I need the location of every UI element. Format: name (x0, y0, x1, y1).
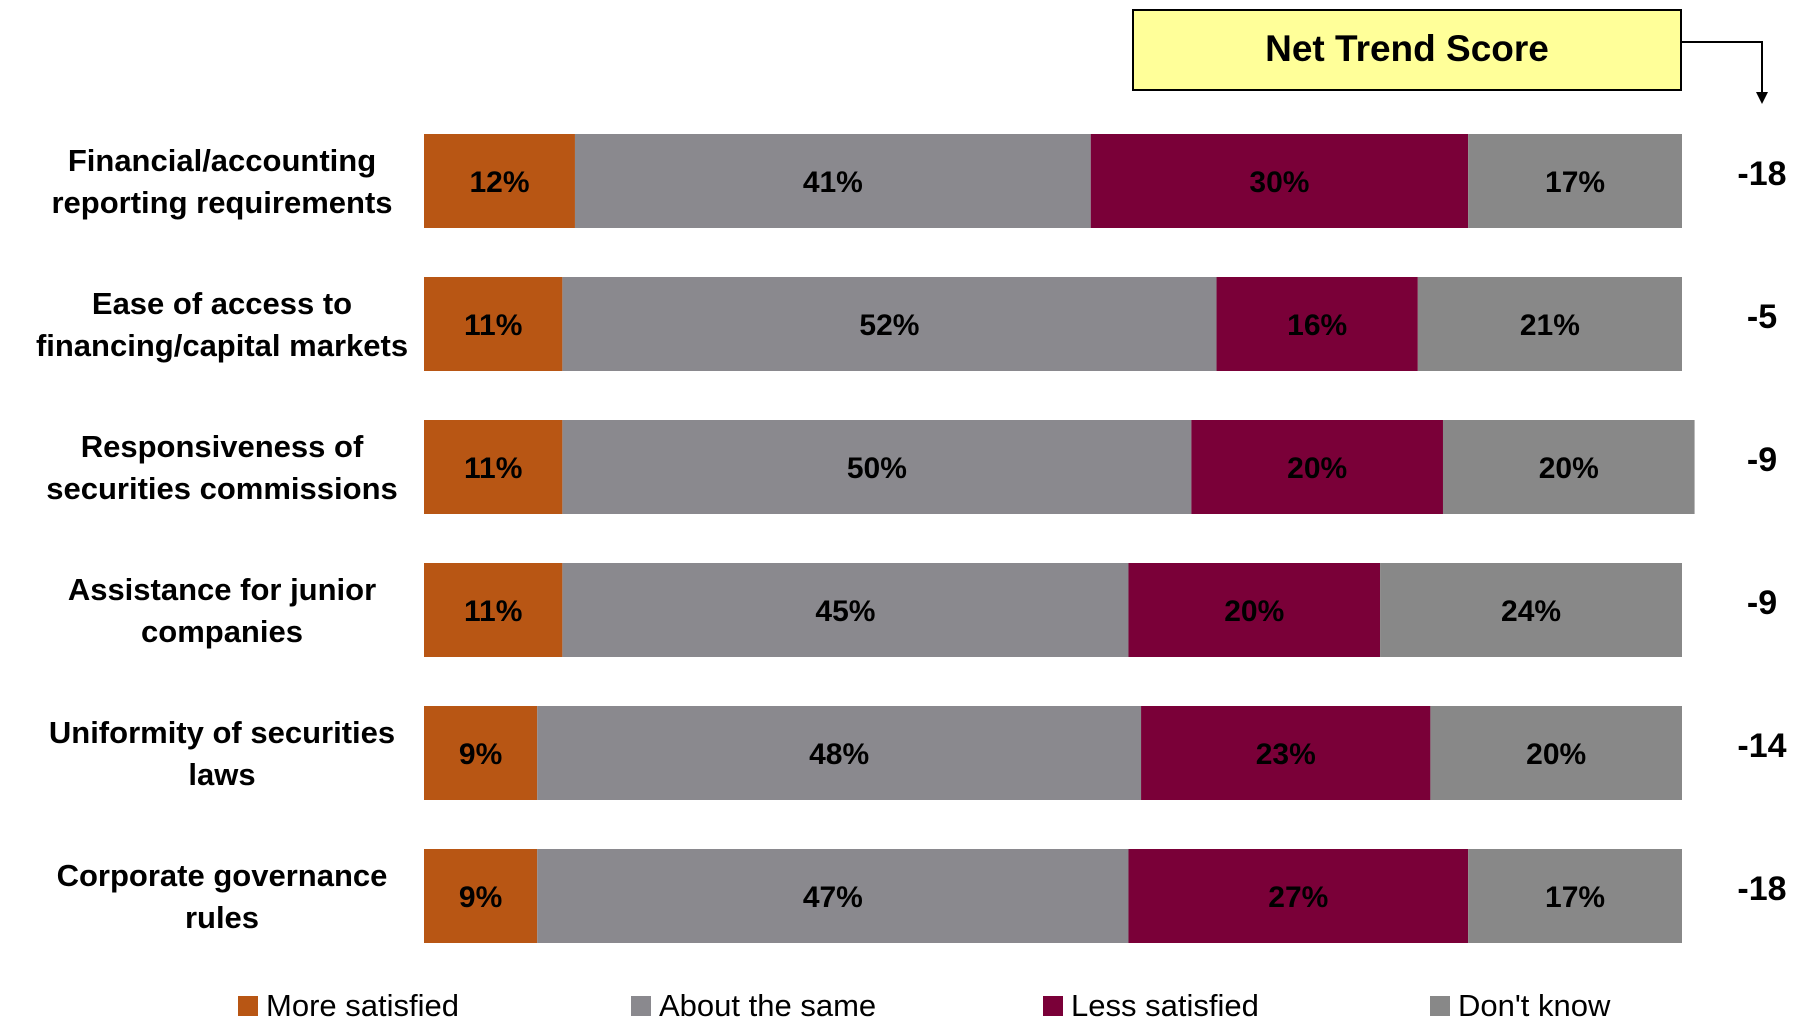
bar-segment (1380, 563, 1682, 657)
data-label: 17% (1545, 166, 1605, 199)
net-trend-score-value: -9 (1747, 441, 1777, 479)
net-trend-score-value: -18 (1737, 870, 1786, 908)
net-trend-score-value: -14 (1737, 727, 1786, 765)
legend-label: Don't know (1458, 988, 1611, 1023)
category-label: companies (141, 614, 303, 649)
data-label: 24% (1501, 595, 1561, 628)
bar-segment (1191, 420, 1443, 514)
category-label: Corporate governance (57, 858, 388, 893)
category-label: Ease of access to (92, 286, 352, 321)
data-label: 9% (459, 738, 502, 771)
data-label: 27% (1268, 881, 1328, 914)
legend: More satisfied About the same Less satisfi… (238, 988, 1611, 1023)
bar-segment (574, 134, 1091, 228)
bar-segment (1468, 134, 1682, 228)
data-label: 20% (1526, 738, 1586, 771)
bar-segment (562, 563, 1129, 657)
data-label: 9% (459, 881, 502, 914)
category-label: reporting requirements (51, 185, 392, 220)
bar-segment (1141, 706, 1431, 800)
legend-swatch (631, 996, 651, 1016)
net-trend-score-box (1132, 9, 1682, 91)
legend-swatch (238, 996, 258, 1016)
data-label: 41% (803, 166, 863, 199)
bar-segment (1417, 277, 1682, 371)
net-trend-score-title: Net Trend Score (1265, 28, 1549, 69)
data-label: 23% (1256, 738, 1316, 771)
data-label: 11% (464, 452, 522, 485)
category-label: Assistance for junior (68, 572, 376, 607)
bar-segment (562, 420, 1192, 514)
net-trend-score-value: -5 (1747, 298, 1777, 336)
category-label: rules (185, 900, 259, 935)
bar-segment (424, 420, 563, 514)
data-label: 48% (809, 738, 869, 771)
data-label: 11% (464, 595, 522, 628)
data-label: 11% (464, 309, 522, 342)
data-label: 17% (1545, 881, 1605, 914)
net-trend-score-value: -18 (1737, 155, 1786, 193)
bar-segment (424, 563, 563, 657)
bar-segment (1128, 849, 1469, 943)
legend-swatch (1043, 996, 1063, 1016)
data-label: 47% (803, 881, 863, 914)
bar-segment (424, 277, 563, 371)
bar-segment (424, 849, 538, 943)
category-label: Uniformity of securities (49, 715, 395, 750)
data-label: 30% (1249, 166, 1309, 199)
net-trend-score-arrowhead (1756, 92, 1768, 104)
bar-segment (1216, 277, 1418, 371)
bars-group: Financial/accounting reporting requiremen… (36, 134, 1787, 943)
category-label: Responsiveness of (81, 429, 364, 464)
category-label: securities commissions (46, 471, 398, 506)
bar-segment (424, 706, 538, 800)
data-label: 16% (1287, 309, 1347, 342)
net-trend-score-value: -9 (1747, 584, 1777, 622)
bar-segment (424, 134, 575, 228)
data-label: 20% (1224, 595, 1284, 628)
net-trend-score-header: Net Trend Score (1132, 9, 1768, 104)
bar-segment (537, 706, 1142, 800)
data-label: 20% (1539, 452, 1599, 485)
bar-segment (1128, 563, 1381, 657)
bar-segment (1430, 706, 1682, 800)
category-label: financing/capital markets (36, 328, 408, 363)
category-label: laws (188, 757, 255, 792)
data-label: 45% (815, 595, 875, 628)
data-label: 20% (1287, 452, 1347, 485)
net-trend-score-connector (1681, 41, 1763, 94)
data-label: 21% (1520, 309, 1580, 342)
bar-segment (1468, 849, 1682, 943)
bar-segment (562, 277, 1217, 371)
bar-segment (1442, 420, 1695, 514)
legend-label: About the same (659, 988, 876, 1023)
data-label: 52% (859, 309, 919, 342)
legend-label: More satisfied (266, 988, 459, 1023)
data-label: 12% (469, 166, 529, 199)
bar-segment (537, 849, 1129, 943)
legend-swatch (1430, 996, 1450, 1016)
data-label: 50% (847, 452, 907, 485)
category-label: Financial/accounting (68, 143, 376, 178)
bar-segment (1090, 134, 1469, 228)
legend-label: Less satisfied (1071, 988, 1259, 1023)
